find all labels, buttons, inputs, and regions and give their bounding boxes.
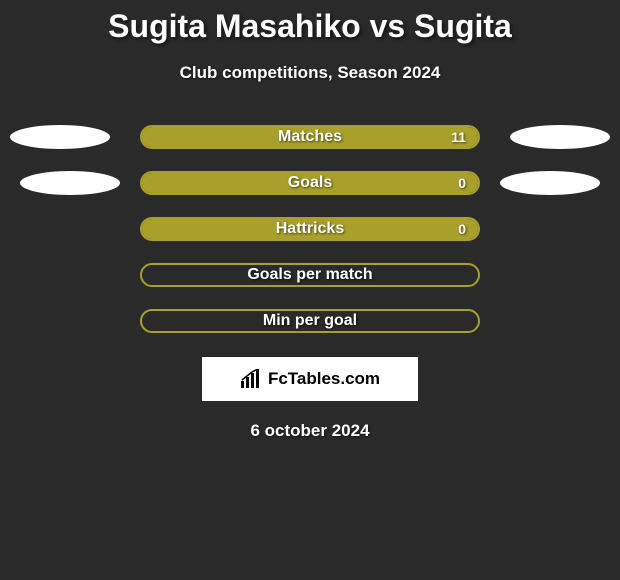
stat-value: 11 — [451, 129, 466, 145]
stat-bar: Hattricks 0 — [140, 217, 480, 241]
brand-text: FcTables.com — [268, 369, 380, 389]
page-title: Sugita Masahiko vs Sugita — [0, 8, 620, 45]
right-marker — [510, 125, 610, 149]
stat-label: Min per goal — [263, 312, 357, 330]
stat-row: Goals per match — [0, 263, 620, 287]
stat-value: 0 — [458, 221, 466, 237]
brand-badge[interactable]: FcTables.com — [202, 357, 418, 401]
left-marker — [20, 171, 120, 195]
stat-bar: Goals per match — [140, 263, 480, 287]
stat-label: Hattricks — [276, 220, 344, 238]
stat-label: Goals per match — [247, 266, 372, 284]
stat-row: Goals 0 — [0, 171, 620, 195]
stat-value: 0 — [458, 175, 466, 191]
stat-row: Matches 11 — [0, 125, 620, 149]
left-marker — [10, 125, 110, 149]
subtitle: Club competitions, Season 2024 — [0, 63, 620, 83]
stat-bar: Min per goal — [140, 309, 480, 333]
right-marker — [500, 171, 600, 195]
stat-bar: Goals 0 — [140, 171, 480, 195]
stat-rows: Matches 11 Goals 0 Hattricks 0 Goals per match… — [0, 125, 620, 333]
stat-label: Goals — [288, 174, 332, 192]
comparison-card: Sugita Masahiko vs Sugita Club competiti… — [0, 0, 620, 441]
stat-row: Hattricks 0 — [0, 217, 620, 241]
date-label: 6 october 2024 — [0, 421, 620, 441]
stat-bar: Matches 11 — [140, 125, 480, 149]
chart-icon — [240, 369, 262, 389]
stat-label: Matches — [278, 128, 342, 146]
stat-row: Min per goal — [0, 309, 620, 333]
